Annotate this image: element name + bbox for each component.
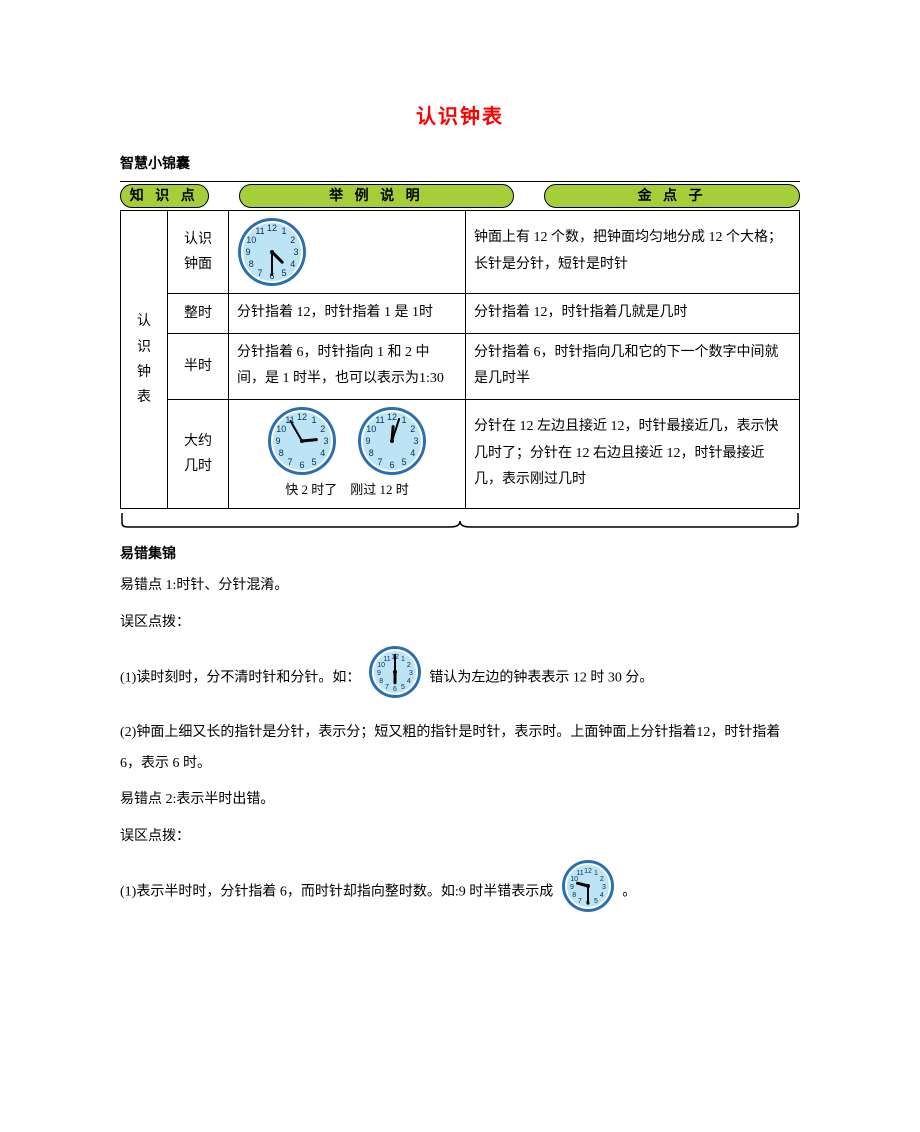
svg-text:11: 11 — [576, 870, 583, 877]
table-example: 123456789101112 — [229, 211, 466, 294]
clock-face-icon: 123456789101112 — [237, 217, 307, 287]
svg-text:3: 3 — [409, 670, 413, 677]
main-table: 认识钟表认识钟面123456789101112钟面上有 12 个数，把钟面均匀地… — [120, 210, 800, 509]
error1-para2: (2)钟面上细又长的指针是分针，表示分；短又粗的指针是时针，表示时。上面钟面上分… — [120, 718, 800, 780]
table-bottom-bracket — [120, 511, 800, 529]
svg-text:9: 9 — [570, 884, 574, 891]
section-heading-tips: 智慧小锦囊 — [120, 153, 800, 173]
svg-text:8: 8 — [369, 448, 374, 458]
svg-text:10: 10 — [246, 235, 256, 245]
clock-6-00-icon: 123456789101112 — [368, 645, 422, 712]
svg-text:5: 5 — [402, 457, 407, 467]
error1-para1: (1)读时刻时，分不清时针和分针。如： 123456789101112 错认为左… — [120, 645, 800, 712]
table-header-row: 知 识 点 举 例 说 明 金 点 子 — [120, 181, 800, 211]
svg-text:5: 5 — [282, 268, 287, 278]
svg-text:2: 2 — [320, 424, 325, 434]
table-tip: 分针在 12 左边且接近 12，时针最接近几，表示快几时了；分针在 12 右边且… — [466, 399, 800, 509]
svg-text:5: 5 — [401, 684, 405, 691]
svg-text:6: 6 — [393, 686, 397, 693]
table-tip: 分针指着 6，时针指向几和它的下一个数字中间就是几时半 — [466, 333, 800, 399]
table-subtopic: 半时 — [168, 333, 229, 399]
section-heading-errors: 易错集锦 — [120, 543, 800, 563]
error2-para1: (1)表示半时时，分针指着 6，而时针却指向整时数。如:9 时半错表示成 123… — [120, 859, 800, 926]
svg-text:3: 3 — [414, 436, 419, 446]
svg-text:8: 8 — [572, 892, 576, 899]
svg-text:5: 5 — [312, 457, 317, 467]
svg-text:11: 11 — [383, 656, 390, 663]
error1-title: 易错点 1:时针、分针混淆。 — [120, 571, 800, 602]
table-group-label: 认识钟表 — [121, 211, 168, 509]
svg-text:4: 4 — [407, 678, 411, 685]
svg-text:7: 7 — [385, 684, 389, 691]
error1-para1-a: (1)读时刻时，分不清时针和分针。如： — [120, 671, 360, 686]
svg-text:3: 3 — [324, 436, 329, 446]
svg-text:1: 1 — [402, 415, 407, 425]
error2-tip-label: 误区点拨： — [120, 822, 800, 853]
svg-text:5: 5 — [594, 898, 598, 905]
svg-text:1: 1 — [401, 656, 405, 663]
svg-text:10: 10 — [276, 424, 286, 434]
svg-text:9: 9 — [377, 670, 381, 677]
svg-text:12: 12 — [297, 412, 307, 422]
table-subtopic: 整时 — [168, 294, 229, 334]
clock-labels: 快 2 时了 刚过 12 时 — [237, 478, 457, 503]
svg-text:4: 4 — [600, 892, 604, 899]
table-row: 认识钟表认识钟面123456789101112钟面上有 12 个数，把钟面均匀地… — [121, 211, 800, 294]
table-tip: 分针指着 12，时针指着几就是几时 — [466, 294, 800, 334]
svg-text:12: 12 — [267, 223, 277, 233]
table-subtopic: 认识钟面 — [168, 211, 229, 294]
svg-text:12: 12 — [584, 868, 592, 875]
table-example: 分针指着 12，时针指着 1 是 1时 — [229, 294, 466, 334]
svg-text:9: 9 — [366, 436, 371, 446]
table-row: 大约几时123456789101112123456789101112快 2 时了… — [121, 399, 800, 509]
svg-text:11: 11 — [255, 226, 264, 236]
svg-text:6: 6 — [390, 460, 395, 470]
table-header-example: 举 例 说 明 — [239, 184, 515, 208]
table-example: 分针指着 6，时针指向 1 和 2 中间，是 1 时半，也可以表示为1:30 — [229, 333, 466, 399]
svg-text:8: 8 — [249, 259, 254, 269]
svg-text:4: 4 — [320, 448, 325, 458]
table-tip: 钟面上有 12 个数，把钟面均匀地分成 12 个大格；长针是分针，短针是时针 — [466, 211, 800, 294]
svg-text:4: 4 — [410, 448, 415, 458]
svg-text:1: 1 — [312, 415, 317, 425]
svg-text:7: 7 — [378, 457, 383, 467]
clock-9-30-icon: 123456789101112 — [561, 859, 615, 926]
svg-text:12: 12 — [387, 412, 397, 422]
svg-text:8: 8 — [279, 448, 284, 458]
svg-text:1: 1 — [282, 226, 287, 236]
table-row: 半时分针指着 6，时针指向 1 和 2 中间，是 1 时半，也可以表示为1:30… — [121, 333, 800, 399]
svg-text:1: 1 — [594, 870, 598, 877]
svg-text:2: 2 — [290, 235, 295, 245]
svg-text:3: 3 — [294, 247, 299, 257]
clock-just-past-12-icon: 123456789101112 — [357, 406, 427, 476]
error1-tip-label: 误区点拨： — [120, 608, 800, 639]
error2-para1-a: (1)表示半时时，分针指着 6，而时针却指向整时数。如:9 时半错表示成 — [120, 885, 557, 900]
error2-para1-b: 。 — [622, 885, 636, 900]
svg-text:10: 10 — [366, 424, 376, 434]
error2-title: 易错点 2:表示半时出错。 — [120, 785, 800, 816]
svg-text:7: 7 — [288, 457, 293, 467]
table-header-knowledge: 知 识 点 — [120, 184, 209, 208]
svg-text:9: 9 — [276, 436, 281, 446]
svg-text:11: 11 — [375, 415, 384, 425]
svg-text:4: 4 — [290, 259, 295, 269]
svg-text:7: 7 — [578, 898, 582, 905]
svg-text:8: 8 — [379, 678, 383, 685]
clock-almost-2-icon: 123456789101112 — [267, 406, 337, 476]
table-subtopic: 大约几时 — [168, 399, 229, 509]
svg-text:6: 6 — [300, 460, 305, 470]
table-row: 整时分针指着 12，时针指着 1 是 1时分针指着 12，时针指着几就是几时 — [121, 294, 800, 334]
svg-text:2: 2 — [600, 876, 604, 883]
error1-para1-b: 错认为左边的钟表表示 12 时 30 分。 — [429, 671, 653, 686]
svg-text:7: 7 — [258, 268, 263, 278]
svg-text:9: 9 — [246, 247, 251, 257]
table-example: 123456789101112123456789101112快 2 时了 刚过 … — [229, 399, 466, 509]
page-title: 认识钟表 — [120, 100, 800, 129]
svg-text:2: 2 — [410, 424, 415, 434]
svg-text:2: 2 — [407, 662, 411, 669]
svg-text:3: 3 — [602, 884, 606, 891]
table-header-goldtip: 金 点 子 — [544, 184, 800, 208]
